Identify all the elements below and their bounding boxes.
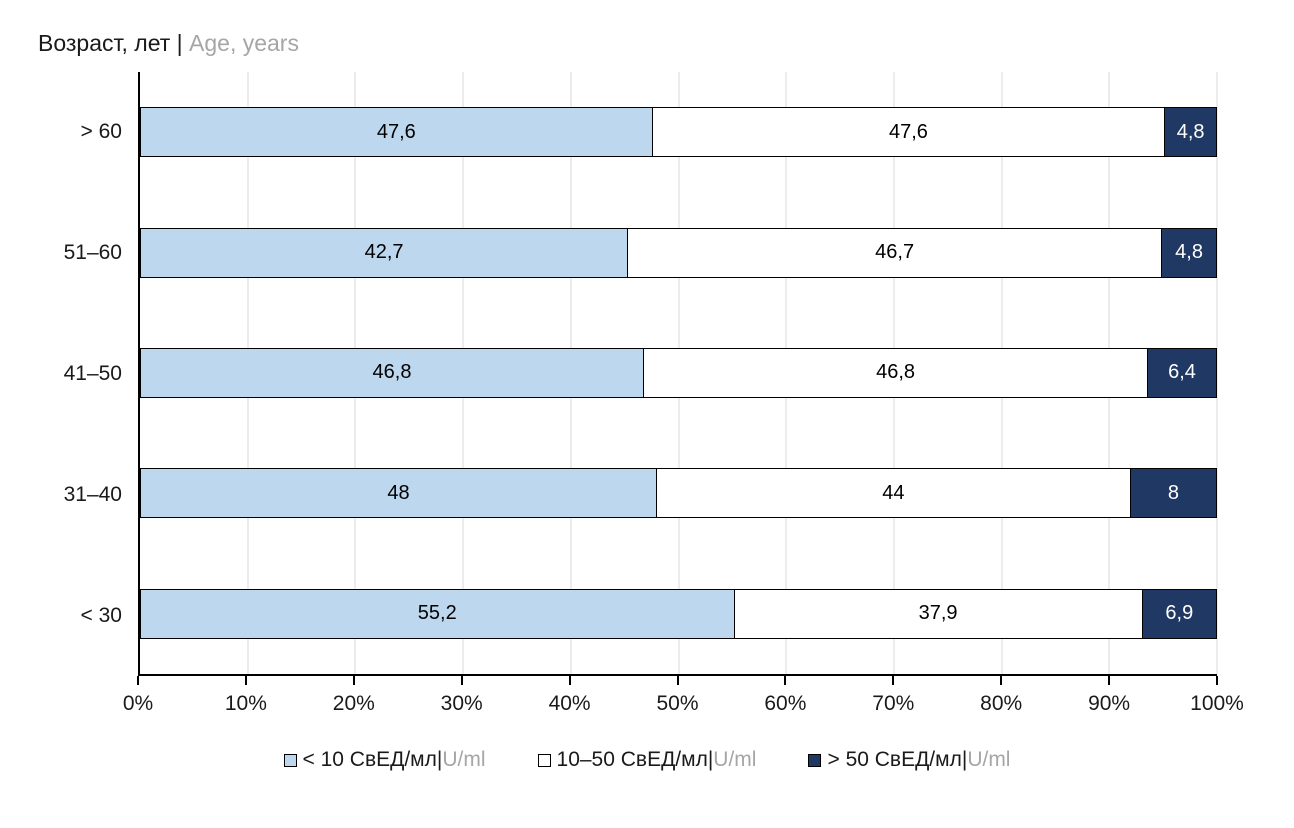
bar-segment: 42,7 — [140, 227, 629, 278]
x-axis-tick-label: 30% — [440, 692, 483, 715]
bar-segment: 4,8 — [1162, 227, 1217, 278]
bar-segment: 46,8 — [644, 347, 1149, 398]
bar-row: 47,6 47,6 4,8 — [140, 72, 1217, 192]
x-axis-tick — [137, 676, 139, 685]
legend-label-unit: U/ml — [713, 748, 757, 771]
legend-label: 10–50 СвЕД/мл — [556, 748, 708, 771]
x-axis-tick-label: 80% — [980, 692, 1023, 715]
stacked-bar: 42,7 46,7 4,8 — [140, 227, 1217, 278]
category-label: < 30 — [80, 603, 122, 627]
x-axis-tick-label: 10% — [224, 692, 267, 715]
x-axis-tick — [1108, 676, 1111, 685]
x-axis-tick-label: 100% — [1190, 692, 1244, 715]
category-label: 51–60 — [63, 241, 122, 265]
bar-segment: 47,6 — [652, 107, 1166, 158]
data-label: 8 — [1167, 481, 1179, 504]
x-axis-tick — [892, 676, 895, 685]
legend-label-separator: | — [707, 748, 714, 771]
legend-label: > 50 СвЕД/мл — [827, 748, 962, 771]
x-axis-tick-label: 60% — [764, 692, 807, 715]
category-label: 41–50 — [63, 362, 122, 385]
x-axis-tick-label: 90% — [1088, 692, 1131, 715]
x-axis: 0% 10% 20% 30% 40% 50% 60% 70% 80% 90% 100% — [123, 676, 1244, 726]
bar-segment: 4,8 — [1165, 107, 1217, 158]
plot-area: 47,6 47,6 4,8 42,7 46,7 4,8 46,8 46,8 6,4 48 44 8 55… — [138, 72, 1218, 676]
chart-title-primary: Возраст, лет — [38, 30, 177, 56]
legend-label-unit: U/ml — [967, 748, 1011, 771]
data-label: 47,6 — [888, 120, 928, 143]
x-axis-tick — [1216, 676, 1218, 685]
data-label: 55,2 — [417, 602, 457, 625]
legend-label-separator: | — [436, 748, 443, 771]
legend-swatch-icon — [283, 753, 297, 767]
x-axis-tick — [676, 676, 679, 685]
legend-label: < 10 СвЕД/мл — [302, 748, 437, 771]
bar-segment: 37,9 — [734, 588, 1143, 639]
gridline — [1216, 72, 1218, 674]
stacked-bar: 48 44 8 — [140, 468, 1217, 519]
data-label: 47,6 — [376, 120, 416, 143]
chart-title-separator: | — [176, 30, 190, 56]
bar-row: 48 44 8 — [140, 433, 1217, 553]
data-label: 46,8 — [876, 361, 916, 384]
bar-segment: 46,7 — [628, 227, 1163, 278]
data-label: 46,7 — [875, 241, 915, 264]
category-label: > 60 — [80, 120, 122, 144]
x-axis-tick — [352, 676, 355, 685]
stacked-bar: 55,2 37,9 6,9 — [140, 588, 1217, 639]
bar-segment: 8 — [1130, 468, 1217, 519]
y-axis-category-labels: > 60 51–60 41–50 31–40 < 30 — [0, 72, 122, 676]
x-axis-tick — [1000, 676, 1003, 685]
x-axis-tick-label: 0% — [122, 692, 154, 715]
legend-label-separator: | — [961, 748, 968, 771]
chart-title: Возраст, лет | Age, years — [38, 30, 299, 57]
legend-label-unit: U/ml — [442, 748, 486, 771]
legend: < 10 СвЕД/мл | U/ml 10–50 СвЕД/мл | U/ml >… — [0, 748, 1294, 772]
data-label: 37,9 — [918, 602, 958, 625]
category-label: 31–40 — [63, 482, 122, 506]
bar-segment: 55,2 — [140, 588, 735, 639]
x-axis-tick — [784, 676, 787, 685]
legend-item: 10–50 СвЕД/мл | U/ml — [537, 748, 757, 772]
bar-segment: 44 — [656, 468, 1131, 519]
x-axis-tick — [568, 676, 571, 685]
stacked-bar: 46,8 46,8 6,4 — [140, 347, 1217, 398]
bar-segment: 46,8 — [140, 347, 645, 398]
bar-row: 55,2 37,9 6,9 — [140, 554, 1217, 674]
data-label: 46,8 — [372, 361, 412, 384]
data-label: 44 — [882, 481, 905, 504]
x-axis-tick — [244, 676, 247, 685]
legend-item: > 50 СвЕД/мл | U/ml — [808, 748, 1010, 772]
legend-item: < 10 СвЕД/мл | U/ml — [283, 748, 486, 772]
data-label: 6,9 — [1165, 602, 1194, 625]
bar-segment: 6,4 — [1148, 347, 1217, 398]
x-axis-tick — [460, 676, 463, 685]
x-axis-tick-label: 50% — [656, 692, 699, 715]
bar-segment: 6,9 — [1142, 588, 1217, 639]
bar-row: 46,8 46,8 6,4 — [140, 313, 1217, 433]
bar-segment: 48 — [140, 468, 657, 519]
legend-swatch-icon — [537, 753, 551, 767]
bar-segment: 47,6 — [140, 107, 653, 158]
x-axis-tick-label: 70% — [872, 692, 915, 715]
legend-swatch-icon — [808, 753, 822, 767]
x-axis-tick-label: 20% — [332, 692, 375, 715]
data-label: 6,4 — [1168, 361, 1196, 384]
chart-title-secondary: Age, years — [189, 30, 299, 56]
data-label: 42,7 — [364, 241, 404, 264]
x-axis-tick-label: 40% — [548, 692, 591, 715]
data-label: 48 — [387, 481, 410, 504]
data-label: 4,8 — [1176, 120, 1205, 143]
stacked-bar: 47,6 47,6 4,8 — [140, 107, 1217, 158]
data-label: 4,8 — [1175, 241, 1203, 264]
bar-row: 42,7 46,7 4,8 — [140, 192, 1217, 312]
